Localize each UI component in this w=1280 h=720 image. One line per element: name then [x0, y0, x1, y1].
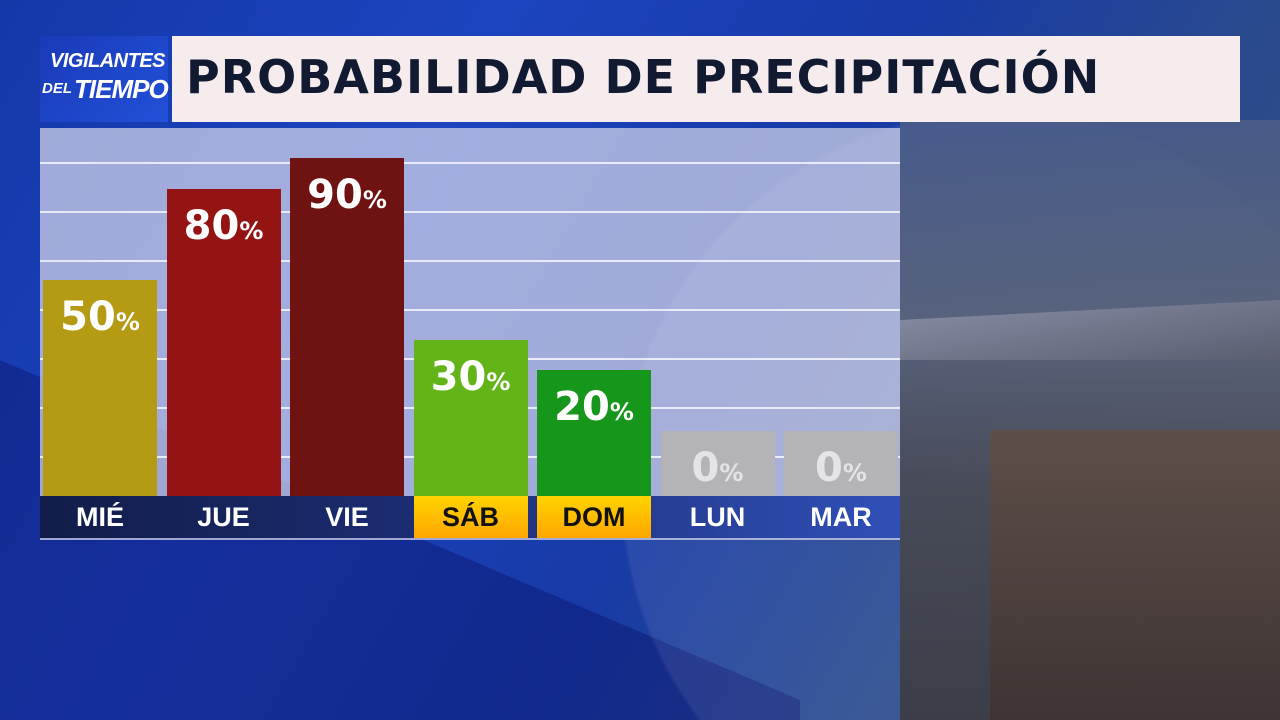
data-label: 20%	[537, 384, 651, 430]
logo-text: TIEMPO	[74, 74, 169, 104]
percent-sign: %	[719, 459, 744, 487]
day-label: JUE	[197, 502, 250, 532]
data-label: 50%	[43, 294, 157, 340]
percent-sign: %	[239, 216, 264, 245]
percent-sign: %	[486, 368, 511, 397]
day-label: DOM	[537, 496, 651, 538]
data-label: 0%	[661, 445, 775, 491]
bar-5: 0%	[660, 431, 775, 496]
chart-panel: 50% 80% 90% 30% 20% 0% 0% MIÉ JUE VIE SÁB DOM LUN MAR	[40, 128, 900, 540]
logo-text: VIGILANTES	[50, 50, 166, 72]
gridline	[40, 260, 900, 262]
gridline	[40, 211, 900, 213]
data-label: 0%	[784, 445, 898, 491]
bar-1: 80%	[166, 188, 281, 496]
data-label: 80%	[167, 203, 281, 249]
value-number: 90	[307, 172, 363, 219]
value-number: 80	[183, 202, 240, 249]
logo-text: DEL	[42, 80, 72, 97]
value-number: 30	[430, 354, 487, 401]
value-number: 0	[691, 445, 720, 491]
gridline	[40, 162, 900, 164]
day-label: MIÉ	[75, 502, 124, 532]
value-number: 20	[554, 384, 610, 431]
day-row: MIÉ JUE VIE SÁB DOM LUN MAR	[40, 496, 900, 538]
bar-6: 0%	[784, 431, 898, 496]
day-label: MAR	[810, 502, 872, 532]
data-label: 30%	[414, 354, 528, 400]
day-label: VIE	[325, 502, 369, 532]
value-number: 50	[60, 293, 116, 340]
bar-4: 20%	[537, 370, 651, 496]
bar-3: 30%	[413, 340, 528, 496]
percent-sign: %	[115, 307, 140, 336]
bar-0: 50%	[43, 279, 157, 496]
station-logo: VIGILANTES DEL TIEMPO	[40, 36, 169, 122]
value-number: 0	[815, 445, 843, 491]
bar-2: 90%	[290, 158, 404, 496]
page-title: PROBABILIDAD DE PRECIPITACIÓN	[186, 50, 1101, 104]
percent-sign: %	[842, 459, 867, 487]
percent-sign: %	[609, 398, 634, 427]
title-bar: PROBABILIDAD DE PRECIPITACIÓN	[172, 36, 1240, 122]
percent-sign: %	[362, 186, 387, 215]
day-label: SÁB	[413, 496, 528, 538]
gridline	[40, 309, 900, 311]
data-label: 90%	[290, 172, 404, 218]
day-label: LUN	[689, 502, 746, 532]
wall-image	[990, 430, 1280, 720]
